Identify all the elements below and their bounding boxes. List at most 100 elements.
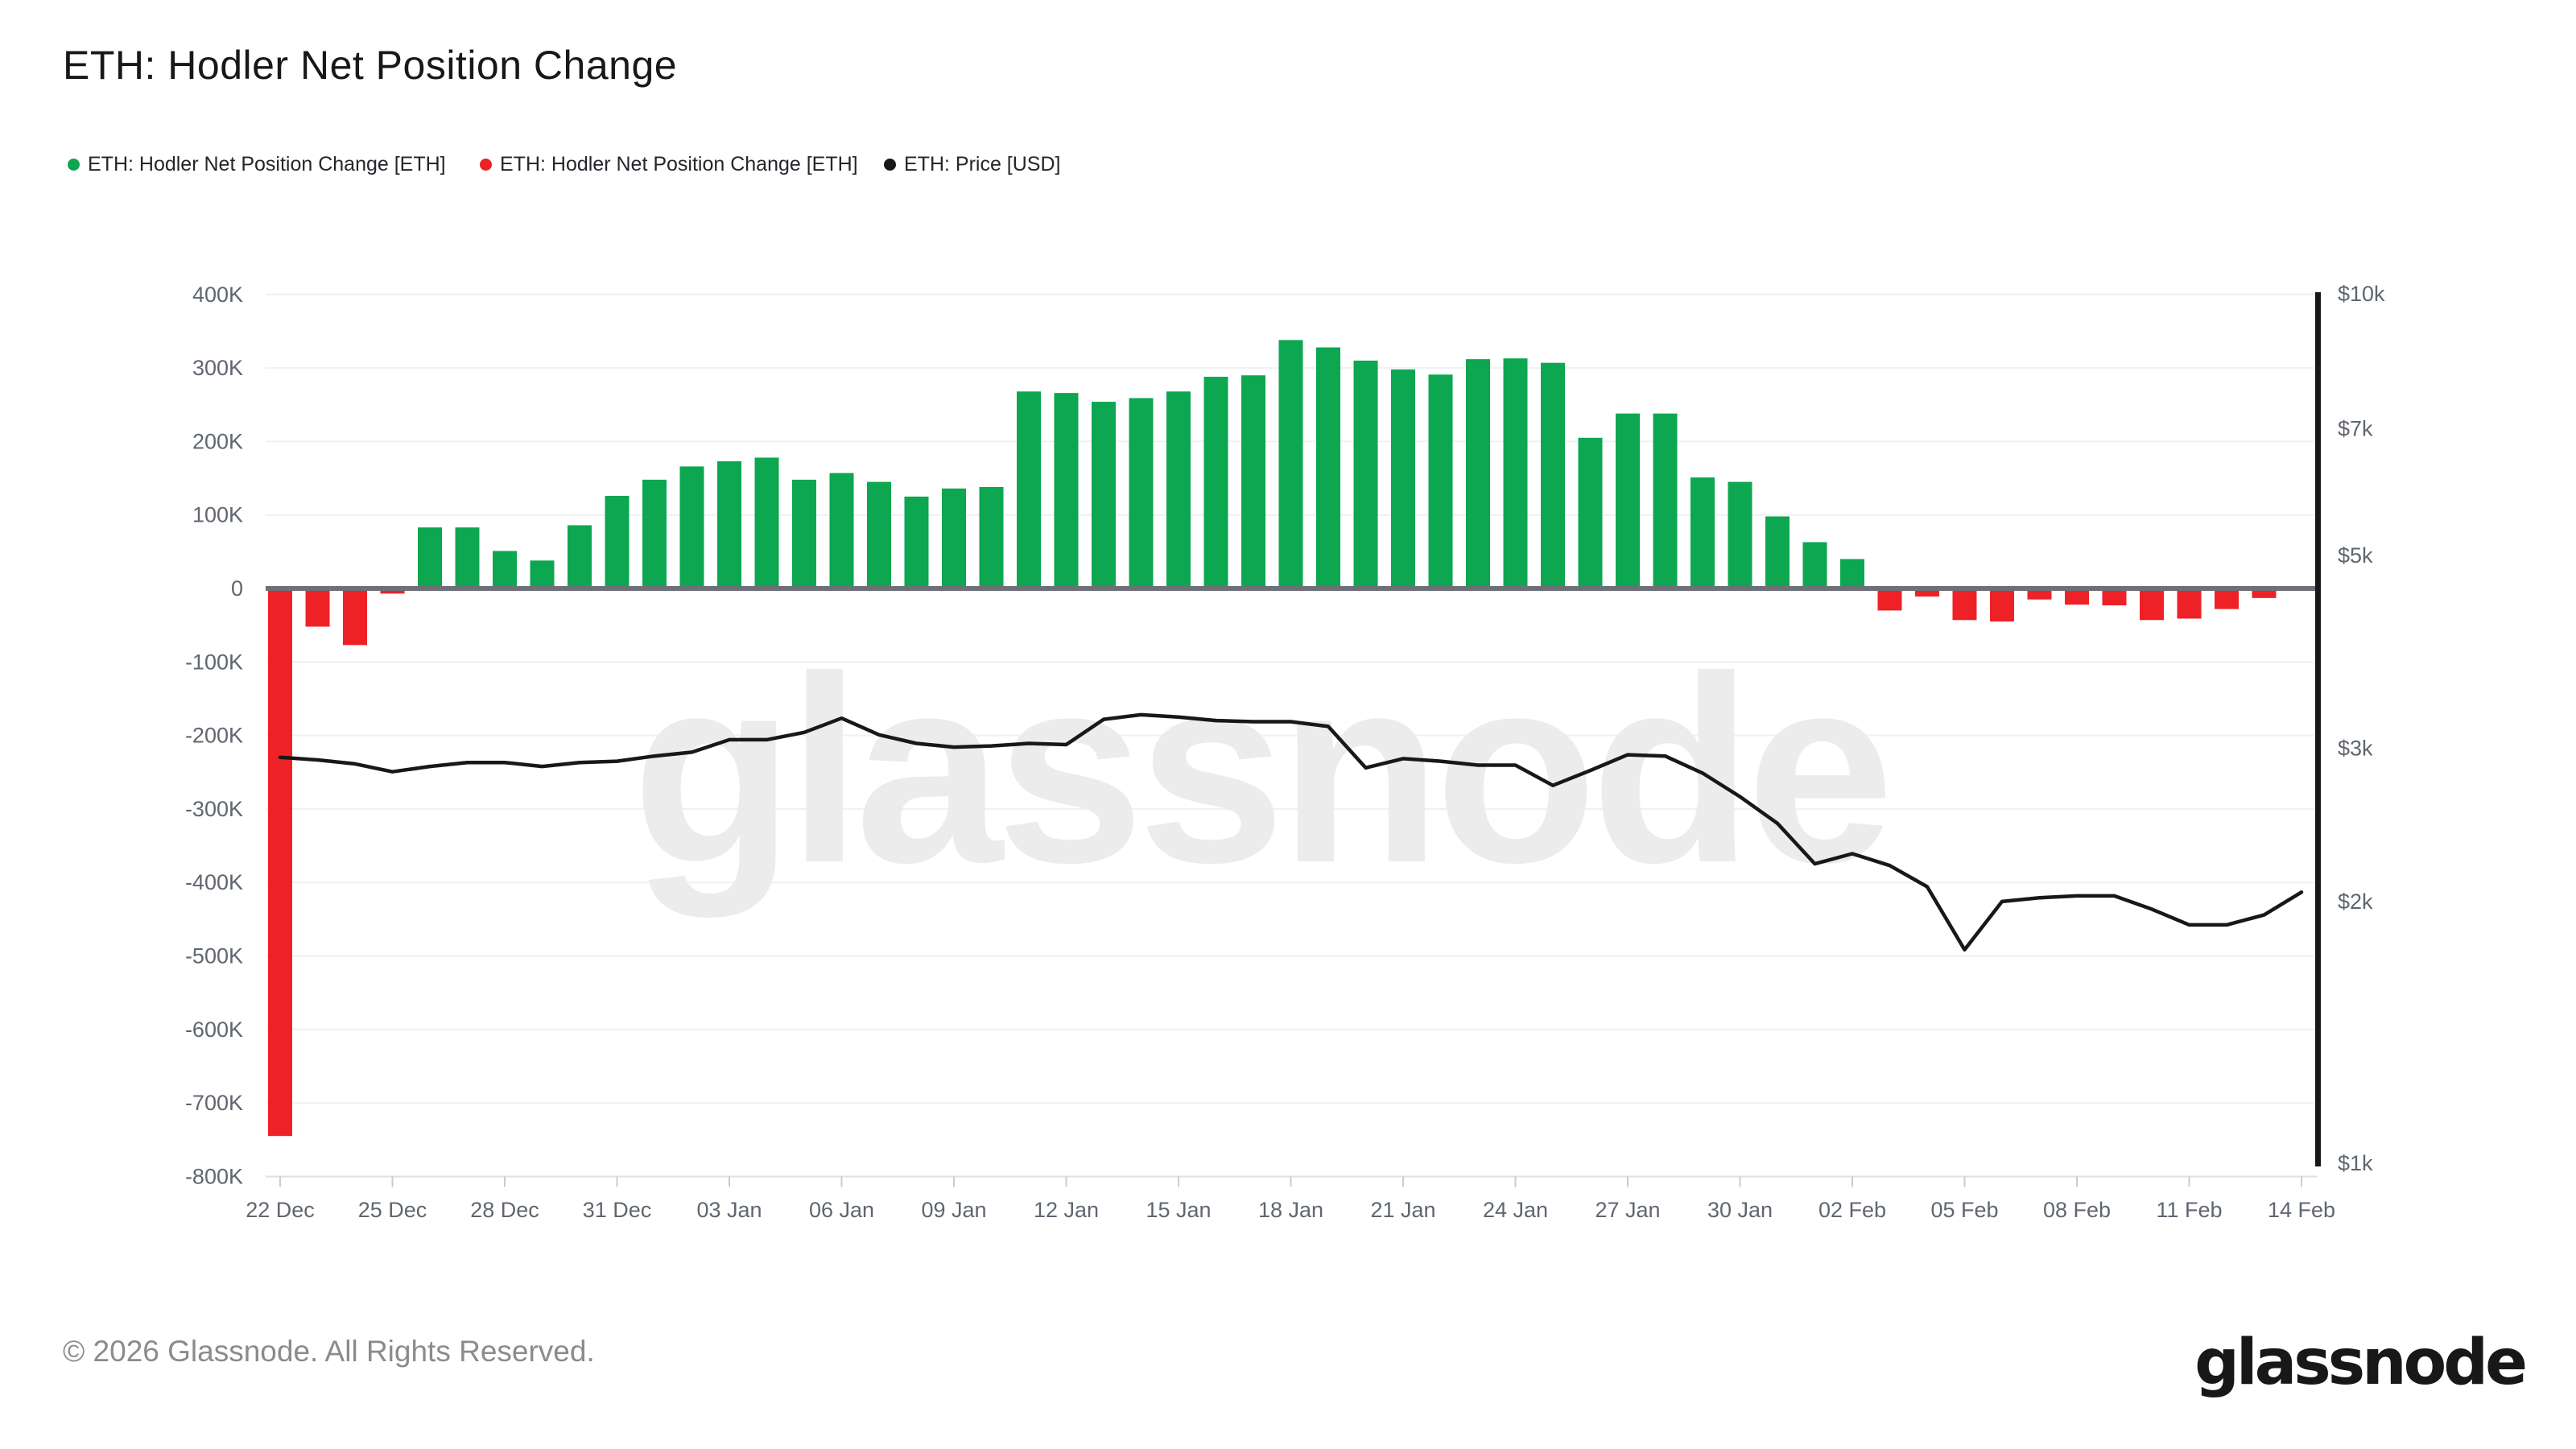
bar-positive (1466, 359, 1490, 588)
bar-positive (829, 473, 854, 588)
right-axis-tick-label: $7k (2338, 416, 2373, 440)
bar-positive (1541, 362, 1565, 588)
right-axis-tick-label: $3k (2338, 737, 2373, 761)
bar-positive (1241, 375, 1265, 588)
hodler-net-position-bars (268, 340, 2277, 1137)
bar-positive (1802, 542, 1827, 588)
bar-positive (1765, 516, 1790, 588)
bar-positive (530, 560, 555, 588)
left-axis-labels: 400K 300K 200K 100K 0 -100K -200K -300K -400K -50… (185, 283, 243, 1189)
right-axis-tick-label: $1k (2338, 1151, 2373, 1175)
bar-positive (1278, 340, 1303, 588)
legend-dot-green-icon (68, 159, 80, 171)
bar-negative (2027, 588, 2052, 600)
bar-negative (1990, 588, 2014, 622)
legend-item-price[interactable]: ETH: Price [USD] (884, 153, 1060, 176)
bar-positive (1054, 393, 1079, 588)
x-axis-tick-label: 12 Jan (1034, 1198, 1099, 1222)
left-axis-tick-label: -500K (185, 944, 243, 968)
x-axis-tick-label: 25 Dec (358, 1198, 427, 1222)
bar-positive (904, 496, 929, 588)
left-axis-tick-label: -300K (185, 797, 243, 821)
bar-negative (1877, 588, 1902, 611)
glassnode-logo: glassnode (2194, 1327, 2528, 1399)
bar-positive (1129, 398, 1154, 588)
eth-price-line (278, 712, 2304, 952)
x-axis-labels: 22 Dec 25 Dec 28 Dec 31 Dec 03 Jan 06 Jan 09 J… (246, 1176, 2335, 1222)
left-axis-tick-label: 0 (231, 576, 243, 601)
bar-negative (1952, 588, 1977, 621)
bar-positive (1616, 413, 1640, 588)
left-axis-tick-label: 200K (192, 429, 243, 453)
bar-positive (1840, 559, 1864, 588)
bar-positive (1017, 391, 1041, 588)
bar-negative (2102, 588, 2127, 605)
legend-dot-red-icon (480, 159, 492, 171)
bar-positive (1316, 347, 1340, 588)
bar-positive (1391, 369, 1415, 588)
bar-negative (305, 588, 330, 627)
bar-positive (493, 551, 517, 588)
x-axis-tick-label: 05 Feb (1930, 1198, 1998, 1222)
x-axis-tick-label: 14 Feb (2268, 1198, 2335, 1222)
bar-negative (1915, 588, 1939, 597)
x-axis-tick-label: 30 Jan (1707, 1198, 1773, 1222)
bar-positive (1092, 402, 1116, 588)
x-axis-tick-label: 27 Jan (1595, 1198, 1660, 1222)
bar-positive (1166, 391, 1191, 588)
bar-negative (268, 588, 292, 1137)
x-axis-tick-label: 18 Jan (1258, 1198, 1323, 1222)
x-axis-tick-label: 24 Jan (1483, 1198, 1548, 1222)
right-axis-tick-label: $10k (2338, 282, 2385, 306)
bar-positive (1728, 481, 1752, 588)
left-axis-tick-label: -700K (185, 1091, 243, 1115)
bar-negative (2140, 588, 2164, 621)
legend-item-hodler-positive[interactable]: ETH: Hodler Net Position Change [ETH] (68, 153, 446, 176)
bar-positive (1428, 374, 1453, 588)
bar-positive (942, 488, 966, 588)
x-axis-tick-label: 11 Feb (2156, 1198, 2222, 1222)
page-title: ETH: Hodler Net Position Change (63, 43, 678, 88)
left-axis-tick-label: 100K (192, 503, 243, 527)
bar-positive (642, 479, 667, 588)
right-axis-labels: $10k $7k $5k $3k $2k $1k (2338, 282, 2385, 1175)
bar-positive (1353, 360, 1378, 588)
x-axis-tick-label: 02 Feb (1818, 1198, 1886, 1222)
left-axis-tick-label: -200K (185, 724, 243, 748)
footer-copyright: © 2026 Glassnode. All Rights Reserved. (63, 1335, 595, 1368)
x-axis-tick-label: 06 Jan (809, 1198, 874, 1222)
bar-positive (754, 457, 779, 588)
bar-positive (1203, 377, 1228, 588)
bar-positive (1653, 413, 1678, 588)
bar-positive (679, 466, 704, 588)
bar-positive (568, 525, 592, 588)
left-axis-tick-label: 300K (192, 356, 243, 380)
x-axis-tick-label: 03 Jan (696, 1198, 762, 1222)
left-axis-tick-label: -100K (185, 650, 243, 674)
bar-positive (717, 461, 741, 588)
zero-line (266, 586, 2317, 591)
right-axis-bar (2315, 292, 2321, 1166)
x-axis-tick-label: 09 Jan (921, 1198, 986, 1222)
bar-positive (605, 495, 630, 588)
right-axis-tick-label: $2k (2338, 890, 2373, 914)
bar-positive (1503, 358, 1528, 588)
bar-negative (2065, 588, 2089, 605)
bar-negative (2215, 588, 2239, 609)
legend-label: ETH: Hodler Net Position Change [ETH] (500, 153, 858, 175)
x-axis-tick-label: 21 Jan (1370, 1198, 1435, 1222)
legend-item-hodler-negative[interactable]: ETH: Hodler Net Position Change [ETH] (480, 153, 858, 176)
x-axis-tick-label: 08 Feb (2043, 1198, 2111, 1222)
bar-positive (792, 479, 816, 588)
bar-positive (1578, 437, 1603, 588)
left-axis-tick-label: -800K (185, 1164, 243, 1188)
left-axis-tick-label: 400K (192, 283, 243, 307)
left-axis-tick-label: -600K (185, 1018, 243, 1042)
legend-dot-black-icon (884, 159, 896, 171)
bar-negative (2252, 588, 2277, 598)
bar-positive (867, 481, 891, 588)
bar-positive (979, 487, 1004, 588)
legend-label: ETH: Hodler Net Position Change [ETH] (88, 153, 446, 175)
bar-positive (455, 527, 480, 588)
